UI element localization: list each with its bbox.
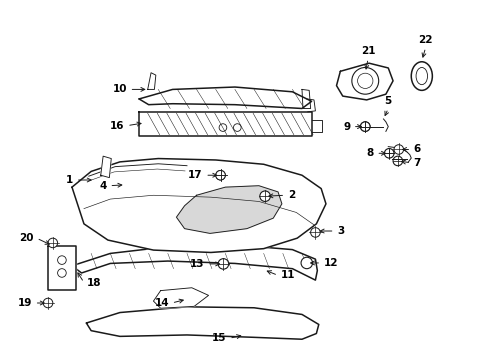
Polygon shape: [176, 186, 281, 233]
Circle shape: [310, 228, 320, 237]
Text: 7: 7: [413, 158, 420, 168]
Text: 8: 8: [366, 148, 373, 158]
Text: 3: 3: [336, 226, 344, 236]
Polygon shape: [139, 87, 311, 108]
Text: 1: 1: [66, 175, 73, 185]
Circle shape: [218, 259, 228, 269]
Circle shape: [259, 191, 270, 202]
Text: 16: 16: [110, 121, 124, 131]
Circle shape: [384, 149, 393, 158]
Circle shape: [215, 171, 225, 180]
Text: 20: 20: [20, 233, 34, 243]
Text: 4: 4: [100, 181, 107, 191]
Text: 2: 2: [287, 190, 294, 200]
Circle shape: [360, 122, 369, 131]
Text: 19: 19: [18, 298, 32, 308]
Text: 6: 6: [413, 144, 420, 154]
Text: 13: 13: [190, 259, 204, 269]
Text: 18: 18: [86, 278, 101, 288]
Circle shape: [393, 145, 403, 154]
Text: 12: 12: [323, 258, 337, 268]
Text: 17: 17: [188, 170, 203, 180]
Text: 22: 22: [418, 35, 432, 45]
Polygon shape: [86, 307, 318, 339]
Circle shape: [392, 156, 402, 166]
Circle shape: [301, 257, 312, 269]
Polygon shape: [101, 156, 111, 177]
Text: 14: 14: [154, 298, 169, 308]
Circle shape: [384, 149, 393, 158]
Polygon shape: [48, 246, 76, 290]
Polygon shape: [139, 112, 311, 136]
Circle shape: [360, 122, 369, 131]
Text: 9: 9: [343, 122, 350, 132]
Text: 11: 11: [280, 270, 294, 280]
Text: 10: 10: [112, 84, 127, 94]
Polygon shape: [72, 158, 325, 252]
Polygon shape: [336, 63, 392, 100]
Text: 15: 15: [212, 333, 226, 343]
Circle shape: [215, 171, 225, 180]
Circle shape: [43, 298, 53, 308]
Text: 5: 5: [384, 96, 391, 106]
Polygon shape: [72, 245, 317, 280]
Circle shape: [48, 238, 58, 248]
Polygon shape: [153, 288, 208, 308]
Text: 21: 21: [360, 46, 375, 56]
